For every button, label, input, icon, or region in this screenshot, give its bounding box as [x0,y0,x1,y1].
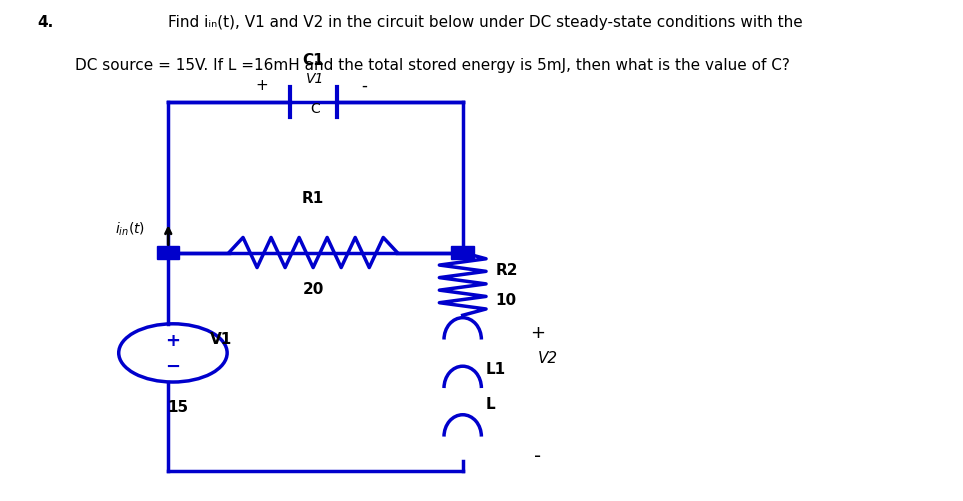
Text: −: − [166,357,180,375]
Text: 15: 15 [167,399,188,414]
Text: +: + [166,332,180,350]
Text: $i_{in}(t)$: $i_{in}(t)$ [115,220,144,237]
Text: Find iᵢₙ(t), V1 and V2 in the circuit below under DC steady-state conditions wit: Find iᵢₙ(t), V1 and V2 in the circuit be… [169,15,803,30]
Text: 4.: 4. [38,15,54,30]
Text: -: - [362,76,368,94]
Text: L: L [486,396,496,411]
Text: 10: 10 [495,293,516,307]
Polygon shape [157,247,179,259]
Polygon shape [452,247,474,259]
Text: V2: V2 [537,350,558,365]
Text: L1: L1 [486,361,507,376]
Text: V1: V1 [210,331,233,346]
Text: +: + [530,323,545,341]
Text: R1: R1 [302,191,325,206]
Text: -: - [534,446,541,465]
Text: V1: V1 [305,72,324,86]
Text: DC source = 15V. If L =16mH and the total stored energy is 5mJ, then what is the: DC source = 15V. If L =16mH and the tota… [75,58,790,73]
Text: +: + [255,78,268,93]
Text: C1: C1 [302,53,324,68]
Text: C: C [310,102,320,116]
Text: R2: R2 [495,263,518,277]
Text: 20: 20 [302,281,324,296]
